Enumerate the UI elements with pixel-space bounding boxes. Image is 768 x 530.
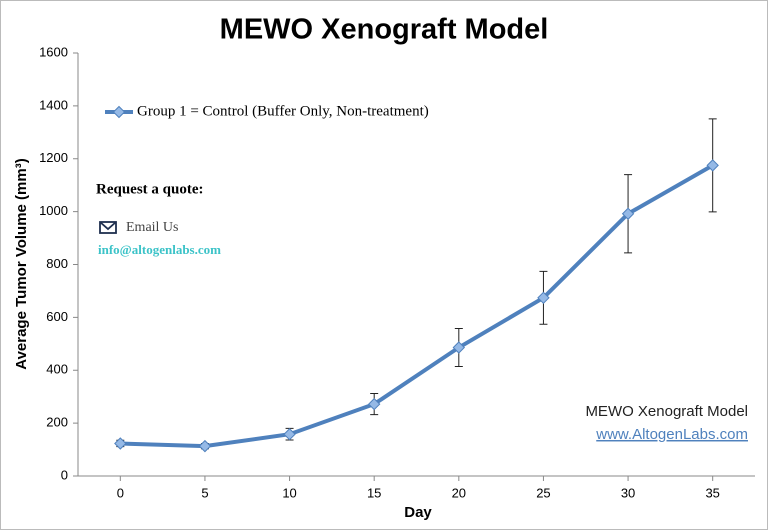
y-tick-label: 200 — [46, 415, 68, 430]
point — [621, 207, 635, 220]
y-tick-label: 1400 — [39, 97, 68, 112]
y-tick-label: 600 — [46, 309, 68, 324]
x-tick-label: 10 — [282, 485, 296, 500]
point — [537, 291, 550, 305]
y-axis-label: Average Tumor Volume (mm³) — [13, 158, 30, 369]
x-tick-label: 15 — [367, 485, 381, 500]
point — [706, 159, 719, 172]
y-tick-label: 0 — [61, 467, 68, 482]
x-tick-label: 5 — [201, 485, 208, 500]
chart-title: MEWO Xenograft Model — [220, 14, 549, 46]
watermark-url[interactable]: www.AltogenLabs.com — [595, 426, 748, 443]
legend-marker — [112, 105, 126, 119]
x-tick-label: 20 — [452, 485, 466, 500]
point — [198, 439, 212, 453]
legend-label: Group 1 = Control (Buffer Only, Non-trea… — [137, 103, 429, 119]
x-axis-label: Day — [404, 504, 432, 521]
y-tick-label: 1200 — [39, 150, 68, 165]
y-tick-label: 400 — [46, 362, 68, 377]
point — [283, 428, 296, 441]
x-tick-label: 0 — [117, 485, 124, 500]
email-address[interactable]: info@altogenlabs.com — [98, 242, 221, 257]
y-tick-label: 800 — [46, 256, 68, 271]
point — [367, 397, 381, 411]
email-label[interactable]: Email Us — [126, 220, 179, 235]
y-tick-label: 1600 — [39, 44, 68, 59]
watermark-title: MEWO Xenograft Model — [585, 403, 748, 420]
x-tick-label: 25 — [536, 485, 550, 500]
x-tick-label: 30 — [621, 485, 635, 500]
quote-text: Request a quote: — [96, 181, 204, 197]
x-tick-label: 35 — [705, 485, 719, 500]
point — [114, 437, 127, 450]
series-line — [120, 163, 714, 449]
y-tick-label: 1000 — [39, 203, 68, 218]
point — [452, 341, 466, 354]
email-icon — [99, 221, 117, 234]
